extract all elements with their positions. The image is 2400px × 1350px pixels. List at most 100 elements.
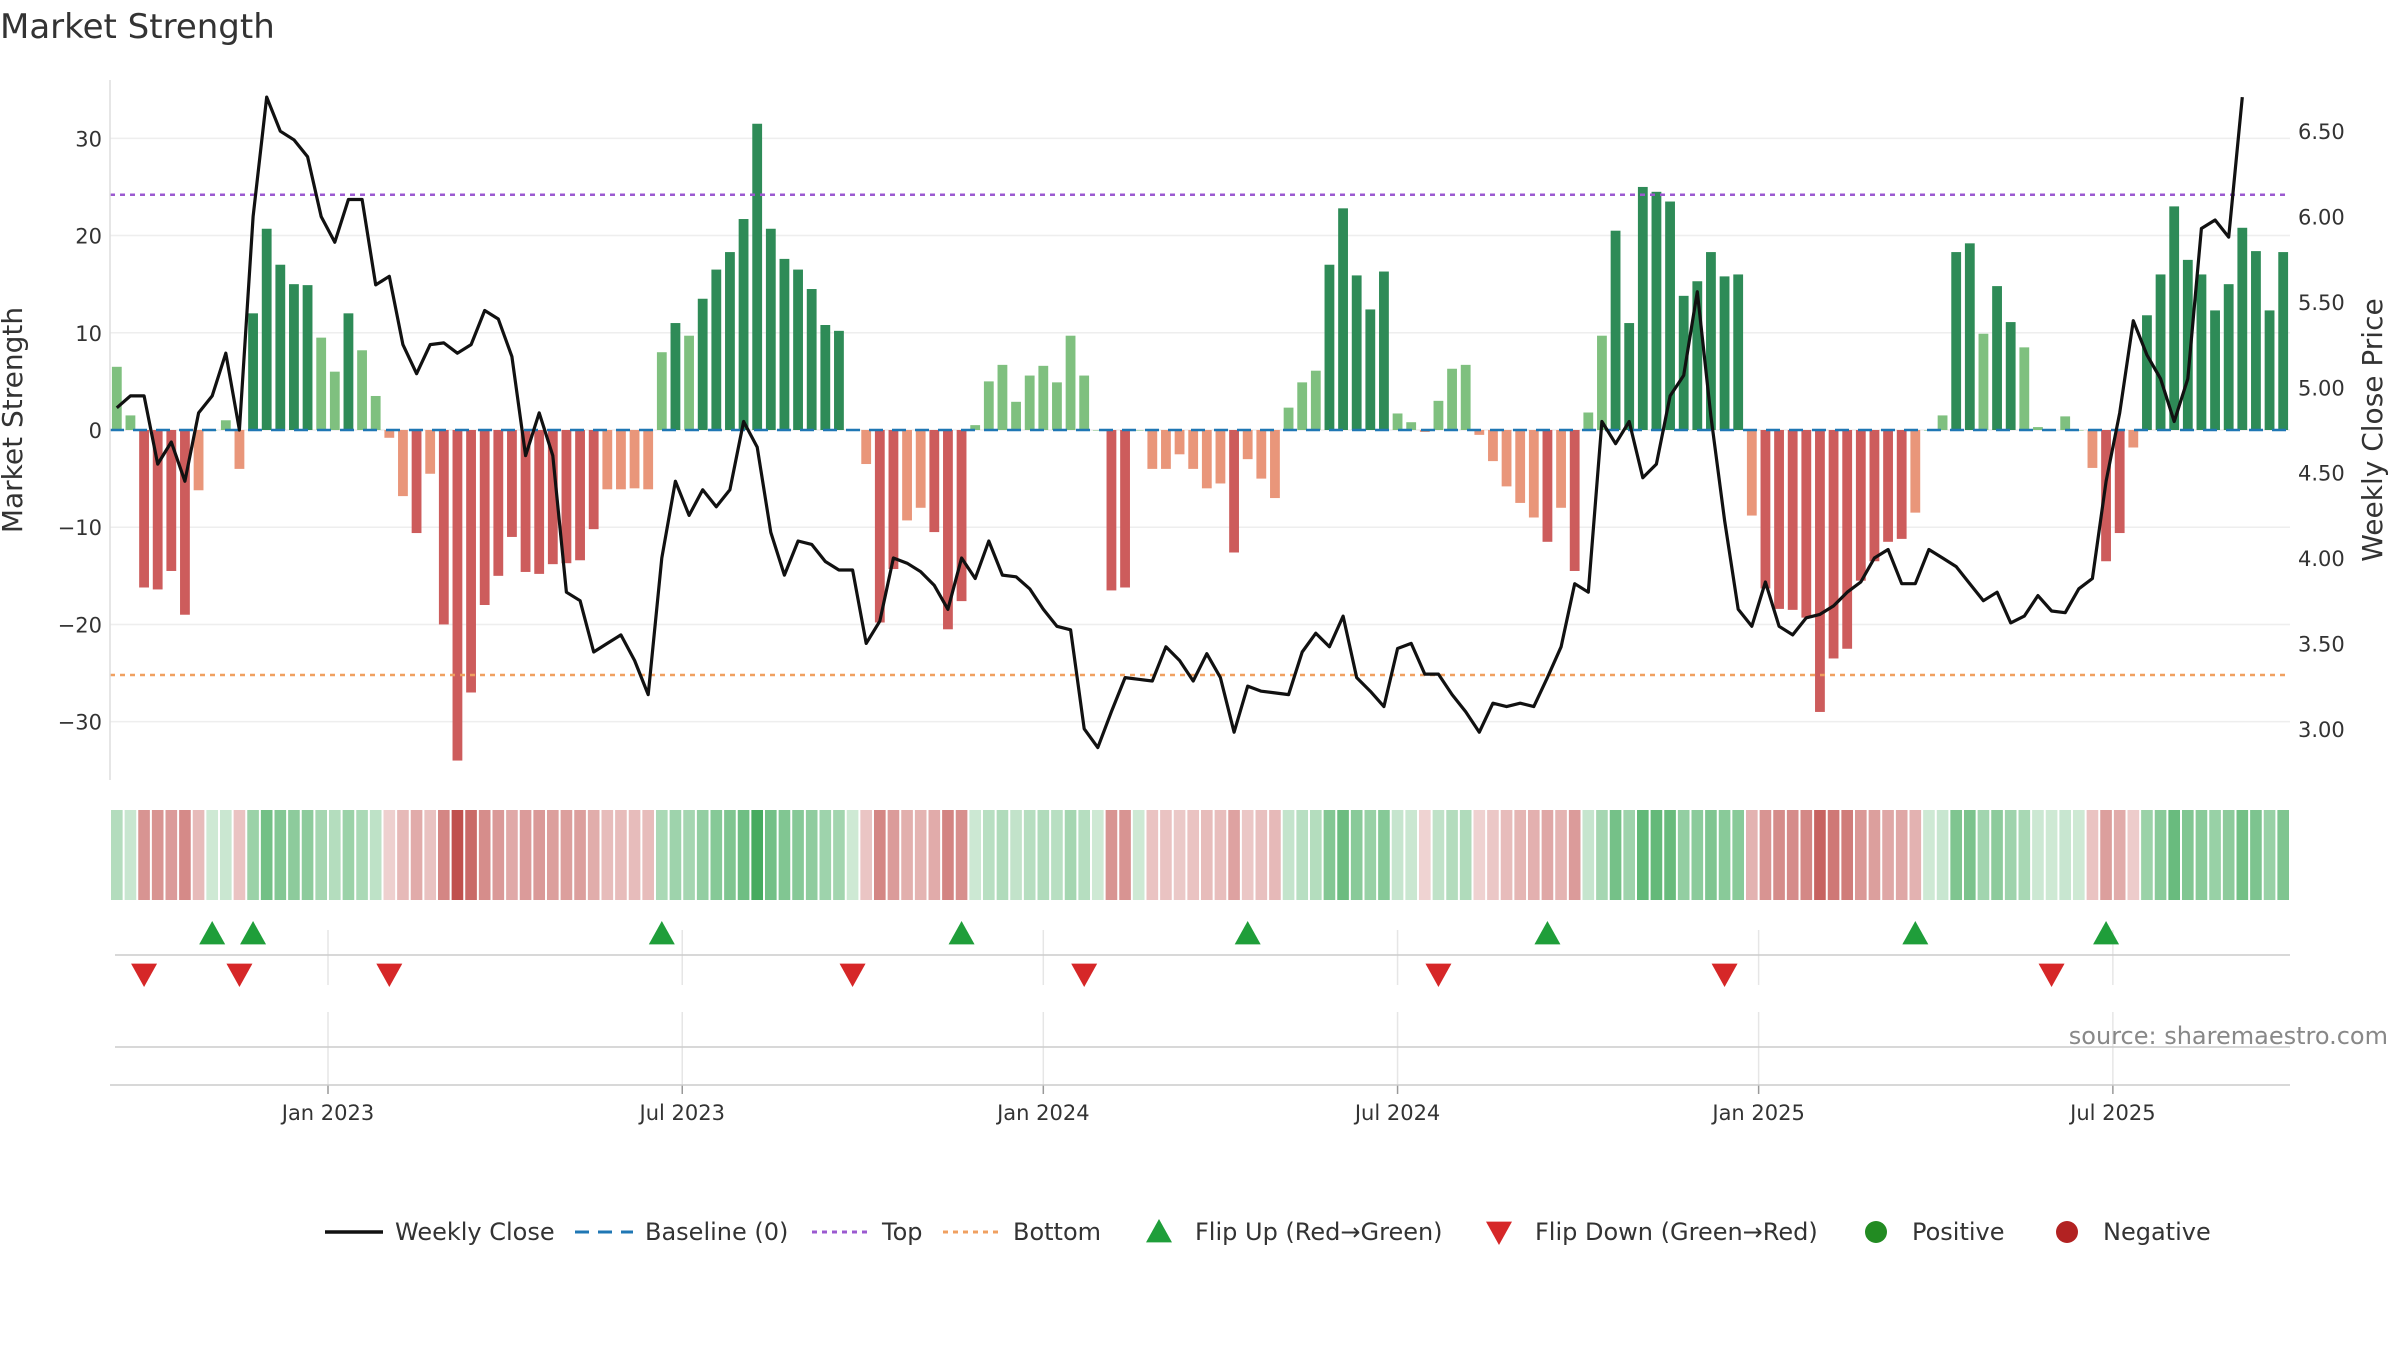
heat-cell: [1841, 810, 1853, 900]
heat-cell: [983, 810, 995, 900]
strength-bar: [602, 430, 613, 490]
strength-bar: [1038, 365, 1049, 430]
heat-cell: [1051, 810, 1063, 900]
heat-cell: [2100, 810, 2112, 900]
heat-cell: [2059, 810, 2071, 900]
strength-bar: [329, 371, 340, 430]
strength-bar: [1120, 430, 1130, 588]
heat-cell: [860, 810, 872, 900]
strength-bar: [2196, 274, 2207, 430]
right-tick-label: 4.50: [2298, 462, 2345, 486]
heat-cell: [1092, 810, 1104, 900]
heat-cell: [492, 810, 505, 900]
legend-label: Flip Up (Red→Green): [1195, 1218, 1443, 1246]
heat-cell: [260, 810, 273, 900]
heat-cell: [1895, 810, 1908, 900]
heat-cell: [247, 810, 259, 900]
heat-cell: [2195, 810, 2208, 900]
strength-bar: [956, 430, 967, 602]
strength-bar: [452, 430, 463, 761]
strength-bar: [2251, 251, 2261, 430]
strength-bar: [493, 430, 504, 576]
heat-cell: [1691, 810, 1704, 900]
strength-bar: [1883, 430, 1893, 542]
right-tick-label: 5.50: [2298, 291, 2345, 315]
strength-bar: [343, 313, 354, 430]
heat-cell: [1732, 810, 1744, 900]
source-note: source: sharemaestro.com: [2069, 1022, 2388, 1050]
strength-bar: [1201, 430, 1212, 489]
heat-cell: [1064, 810, 1077, 900]
strength-bar: [302, 285, 313, 430]
heat-cell: [751, 810, 763, 900]
right-tick-label: 6.50: [2298, 120, 2345, 144]
strength-bar: [1787, 430, 1798, 610]
strength-bar: [1569, 430, 1580, 571]
legend-item: Weekly Close: [325, 1218, 555, 1246]
strength-bar: [1433, 400, 1444, 430]
heat-cell: [737, 810, 750, 900]
legend-swatch: [2056, 1221, 2078, 1243]
strength-bar: [384, 430, 395, 438]
heat-cell: [1814, 810, 1826, 900]
heat-cell: [1500, 810, 1513, 900]
strength-bar: [834, 330, 844, 430]
strength-bar: [220, 420, 231, 430]
heat-cell: [1541, 810, 1554, 900]
flip-down-marker: [226, 963, 253, 987]
heat-cell: [615, 810, 627, 900]
heat-cell: [1310, 810, 1322, 900]
heat-cell: [1459, 810, 1472, 900]
heat-cell: [2182, 810, 2194, 900]
strength-bar: [1855, 430, 1866, 581]
heat-cell: [1405, 810, 1417, 900]
strength-bar: [1174, 430, 1185, 455]
strength-bar: [1501, 430, 1512, 487]
strength-bar: [1324, 264, 1335, 430]
strength-bar: [1488, 430, 1498, 462]
flip-down-marker: [1425, 963, 1452, 987]
right-tick-label: 3.00: [2298, 718, 2345, 742]
strength-bar: [2264, 310, 2275, 430]
strength-bar: [1215, 430, 1226, 484]
strength-bar: [1310, 370, 1321, 430]
heat-cell: [1786, 810, 1799, 900]
heat-cell: [2045, 810, 2058, 900]
strength-bar: [983, 381, 994, 430]
heat-cell: [1568, 810, 1581, 900]
strength-bar: [1024, 375, 1035, 430]
flip-down-marker: [2038, 963, 2065, 987]
right-tick-label: 5.00: [2298, 376, 2345, 400]
heat-cell: [1827, 810, 1840, 900]
heat-cell: [2222, 810, 2235, 900]
heat-cell: [901, 810, 913, 900]
strength-bar: [1283, 407, 1294, 430]
strength-bar: [1297, 382, 1308, 430]
strength-bar: [507, 430, 517, 537]
heat-cell: [1187, 810, 1199, 900]
heat-cell: [329, 810, 341, 900]
heat-cell: [683, 810, 695, 900]
strength-bar: [575, 430, 585, 561]
heat-cell: [1241, 810, 1254, 900]
legend-item: Negative: [2056, 1218, 2211, 1246]
legend-label: Baseline (0): [645, 1218, 788, 1246]
strength-bar: [943, 430, 953, 630]
x-tick-label: Jul 2024: [1353, 1101, 1440, 1125]
flip-down-marker: [376, 963, 403, 987]
heat-cell: [1991, 810, 2003, 900]
heat-cell: [1419, 810, 1431, 900]
strength-bar: [2210, 310, 2220, 430]
heat-cell: [1432, 810, 1445, 900]
heat-cell: [179, 810, 191, 900]
heat-cell: [2236, 810, 2249, 900]
strength-bar: [1474, 430, 1485, 435]
strength-bar: [1256, 430, 1267, 479]
heat-cell: [669, 810, 682, 900]
strength-bar: [820, 325, 831, 430]
strength-bar: [1610, 230, 1621, 430]
flip-up-marker: [648, 921, 675, 945]
heat-cell: [2086, 810, 2099, 900]
strength-bar: [1624, 323, 1635, 430]
heat-cell: [1119, 810, 1131, 900]
